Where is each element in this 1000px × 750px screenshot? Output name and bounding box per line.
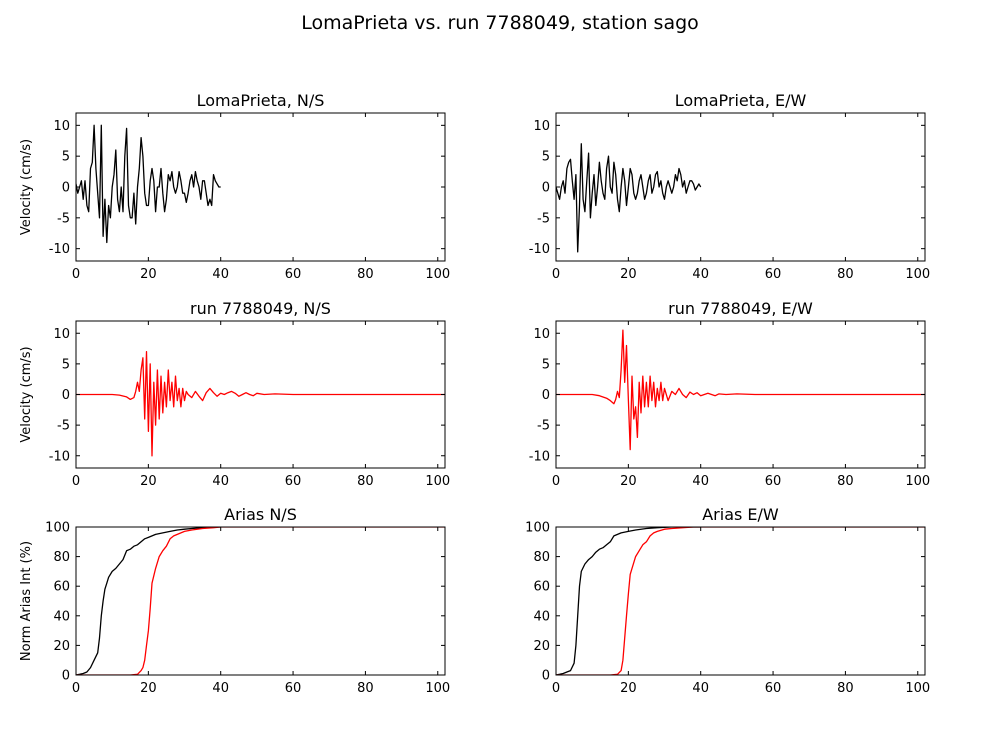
y-tick-label: 80 <box>53 550 70 565</box>
panel-title: Arias N/S <box>224 505 297 524</box>
plot-frame <box>75 526 446 676</box>
series-line-1 <box>76 527 221 675</box>
y-tick-label: -5 <box>537 211 550 226</box>
y-tick-label: 0 <box>62 669 70 684</box>
y-axis-label: Velocity (cm/s) <box>19 346 34 442</box>
y-tick-label: 0 <box>62 181 70 196</box>
series-line-2 <box>76 527 445 675</box>
panel-title: LomaPrieta, E/W <box>675 91 807 110</box>
panel-title: run 7788049, E/W <box>668 299 813 318</box>
x-tick-label: 0 <box>72 474 80 489</box>
series-line-2 <box>556 527 925 675</box>
panel-4: 0 20 40 60 80 100 10 5 0 -5 -10 run 7788049, E/W <box>529 299 930 489</box>
x-tick-label: 20 <box>620 681 637 696</box>
panel-title: Arias E/W <box>702 505 779 524</box>
x-tick-label: 100 <box>425 474 450 489</box>
x-tick-label: 60 <box>765 474 782 489</box>
x-tick-label: 100 <box>905 474 930 489</box>
y-tick-label: 5 <box>542 357 550 372</box>
x-tick-label: 80 <box>357 474 374 489</box>
plot-frame <box>555 112 926 262</box>
x-tick-label: 60 <box>285 267 302 282</box>
y-tick-label: 10 <box>53 119 70 134</box>
panel-5: 0 20 40 60 80 100 100 80 60 40 20 0 Arias N/S Norm Ar… <box>19 505 450 696</box>
y-tick-label: 10 <box>53 327 70 342</box>
y-tick-label: 10 <box>533 327 550 342</box>
x-tick-label: 100 <box>905 267 930 282</box>
x-tick-label: 0 <box>552 474 560 489</box>
x-tick-label: 0 <box>552 681 560 696</box>
x-tick-label: 40 <box>692 267 709 282</box>
series-line-1 <box>556 143 702 253</box>
x-tick-label: 20 <box>140 267 157 282</box>
x-tick-label: 40 <box>212 681 229 696</box>
plot-frame <box>555 526 926 676</box>
x-tick-label: 80 <box>357 267 374 282</box>
panel-title: run 7788049, N/S <box>190 299 331 318</box>
panel-2: 0 20 40 60 80 100 10 5 0 -5 -10 LomaPrieta, E/W <box>529 91 930 282</box>
y-tick-label: 40 <box>53 609 70 624</box>
x-tick-label: 60 <box>285 681 302 696</box>
y-axis-label: Norm Arias Int (%) <box>19 541 34 661</box>
panel-title: LomaPrieta, N/S <box>197 91 325 110</box>
y-tick-label: 60 <box>53 580 70 595</box>
y-tick-label: 0 <box>542 669 550 684</box>
x-tick-label: 100 <box>905 681 930 696</box>
figure-title: LomaPrieta vs. run 7788049, station sago <box>301 12 699 34</box>
y-tick-label: 5 <box>542 150 550 165</box>
y-tick-label: 100 <box>525 521 550 536</box>
x-tick-label: 0 <box>552 267 560 282</box>
x-tick-label: 80 <box>837 681 854 696</box>
x-tick-label: 20 <box>140 474 157 489</box>
y-tick-label: -10 <box>529 242 550 257</box>
x-tick-label: 80 <box>837 267 854 282</box>
y-axis-label: Velocity (cm/s) <box>19 139 34 235</box>
panel-1: 0 20 40 60 80 100 10 5 0 -5 -10 LomaPrieta, N/S Velo… <box>19 91 450 282</box>
series-line-1 <box>556 329 925 451</box>
x-tick-label: 40 <box>212 267 229 282</box>
y-tick-label: 40 <box>533 609 550 624</box>
y-tick-label: 5 <box>62 150 70 165</box>
panel-3: 0 20 40 60 80 100 10 5 0 -5 -10 run 7788049, N/S Vel… <box>19 299 450 489</box>
plot-frame <box>75 112 446 262</box>
x-tick-label: 60 <box>765 681 782 696</box>
x-tick-label: 80 <box>837 474 854 489</box>
y-tick-label: 20 <box>53 639 70 654</box>
y-tick-label: 0 <box>62 388 70 403</box>
x-tick-label: 20 <box>620 474 637 489</box>
y-tick-label: -5 <box>57 419 70 434</box>
series-line-1 <box>556 527 701 675</box>
y-tick-label: -10 <box>49 242 70 257</box>
x-tick-label: 80 <box>357 681 374 696</box>
y-tick-label: 0 <box>542 181 550 196</box>
y-tick-label: -10 <box>529 449 550 464</box>
y-tick-label: 20 <box>533 639 550 654</box>
x-tick-label: 20 <box>140 681 157 696</box>
y-tick-label: -10 <box>49 449 70 464</box>
y-tick-label: 10 <box>533 119 550 134</box>
panel-6: 0 20 40 60 80 100 100 80 60 40 20 0 Arias E/W <box>525 505 930 696</box>
y-tick-label: 60 <box>533 580 550 595</box>
x-tick-label: 40 <box>692 474 709 489</box>
x-tick-label: 100 <box>425 681 450 696</box>
y-tick-label: 5 <box>62 357 70 372</box>
y-tick-label: -5 <box>537 419 550 434</box>
x-tick-label: 60 <box>285 474 302 489</box>
x-tick-label: 20 <box>620 267 637 282</box>
series-line-1 <box>76 124 221 244</box>
x-tick-label: 0 <box>72 267 80 282</box>
x-tick-label: 40 <box>212 474 229 489</box>
y-tick-label: 80 <box>533 550 550 565</box>
y-tick-label: 100 <box>45 521 70 536</box>
y-tick-label: 0 <box>542 388 550 403</box>
series-line-1 <box>76 350 445 457</box>
y-tick-label: -5 <box>57 211 70 226</box>
x-tick-label: 40 <box>692 681 709 696</box>
x-tick-label: 100 <box>425 267 450 282</box>
x-tick-label: 0 <box>72 681 80 696</box>
x-tick-label: 60 <box>765 267 782 282</box>
